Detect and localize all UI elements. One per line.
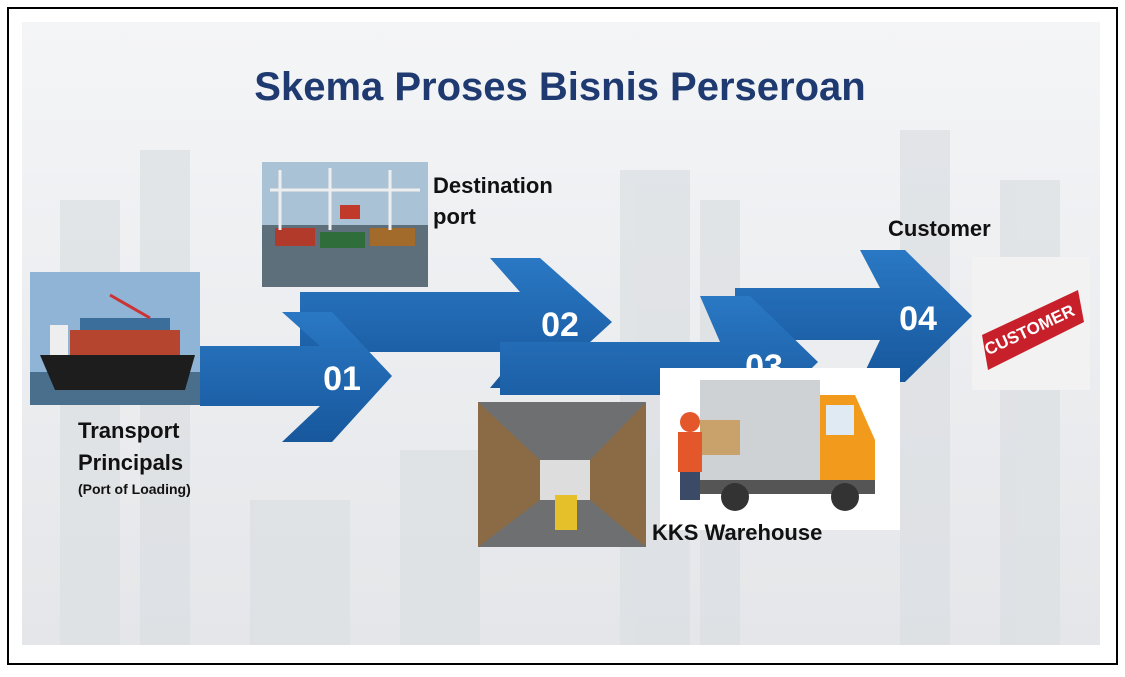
step-label: Destination [433,173,553,198]
step-label: port [433,204,476,229]
warehouse-image [478,402,646,547]
step-label: Customer [888,216,991,241]
customer-image: CUSTOMER [972,257,1090,390]
step-label: Transport [78,418,180,443]
step-number: 04 [899,300,937,338]
slide: Skema Proses Bisnis Perseroan 01 02 03 0… [0,0,1125,672]
step-note: (Port of Loading) [78,481,191,497]
ship-image [30,272,200,405]
truck-image [660,368,900,530]
port-image [262,162,428,287]
title: Skema Proses Bisnis Perseroan [254,65,865,109]
step-number: 02 [541,306,579,344]
step-label: Principals [78,450,183,475]
step-number: 01 [323,360,361,398]
step-label: KKS Warehouse [652,520,822,545]
